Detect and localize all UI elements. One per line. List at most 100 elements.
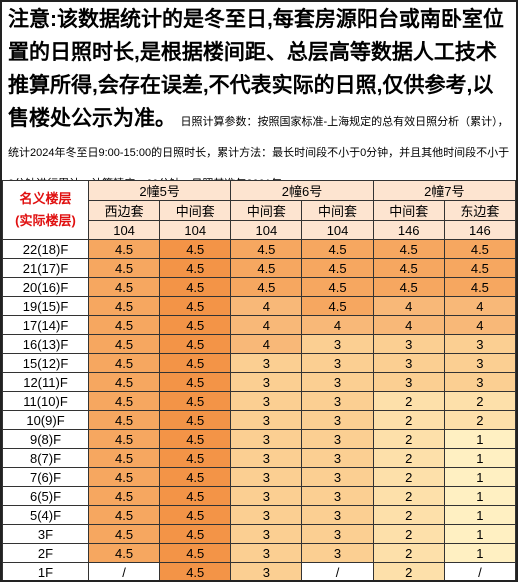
sunlight-hours: 3 xyxy=(230,353,303,373)
sunlight-hours: 3 xyxy=(301,372,374,392)
sunlight-hours: 3 xyxy=(230,429,303,449)
sunlight-hours: 4.5 xyxy=(87,429,161,449)
sunlight-hours: 4.5 xyxy=(87,543,161,563)
sunlight-hours: 2 xyxy=(443,410,516,430)
data-row: 7(6)F 4.5 4.5 3 3 2 1 xyxy=(2,467,516,487)
corner-line: 名义楼层 xyxy=(19,191,72,206)
corner-header: 名义楼层 (实际楼层) xyxy=(2,180,89,240)
floor-label: 5(4)F xyxy=(2,505,89,525)
table-body: 22(18)F 4.5 4.5 4.5 4.5 4.5 4.5 21(17)F 4.5 4.5 4.… xyxy=(2,239,516,580)
floor-label: 2F xyxy=(2,543,89,563)
sunlight-hours: 4 xyxy=(230,296,303,316)
data-row: 22(18)F 4.5 4.5 4.5 4.5 4.5 4.5 xyxy=(2,239,516,259)
data-row: 16(13)F 4.5 4.5 4 3 3 3 xyxy=(2,334,516,354)
data-row: 8(7)F 4.5 4.5 3 3 2 1 xyxy=(2,448,516,468)
sunlight-hours: 2 xyxy=(443,391,516,411)
data-row: 2F 4.5 4.5 3 3 2 1 xyxy=(2,543,516,563)
sunlight-hours: 4.5 xyxy=(87,296,161,316)
sunlight-hours: 4.5 xyxy=(159,334,232,354)
sunlight-hours: 4 xyxy=(230,315,303,335)
unit-area: 104 xyxy=(159,220,232,240)
sunlight-hours: 2 xyxy=(372,543,445,563)
floor-label: 21(17)F xyxy=(2,258,89,278)
floor-label: 7(6)F xyxy=(2,467,89,487)
data-row: 5(4)F 4.5 4.5 3 3 2 1 xyxy=(2,505,516,525)
sunlight-hours: 1 xyxy=(443,429,516,449)
sunlight-hours: 3 xyxy=(443,334,516,354)
sunlight-hours: 3 xyxy=(301,353,374,373)
floor-label: 12(11)F xyxy=(2,372,89,392)
sunlight-hours: 3 xyxy=(230,448,303,468)
data-row: 12(11)F 4.5 4.5 3 3 3 3 xyxy=(2,372,516,392)
data-row: 6(5)F 4.5 4.5 3 3 2 1 xyxy=(2,486,516,506)
sunlight-hours: 2 xyxy=(372,562,445,580)
unit-type: 西边套 xyxy=(87,200,161,221)
sunlight-hours: 3 xyxy=(372,353,445,373)
sunlight-hours: 3 xyxy=(230,410,303,430)
sunlight-hours: 4 xyxy=(301,315,374,335)
unit-type: 中间套 xyxy=(159,200,232,221)
sunlight-hours: 3 xyxy=(372,334,445,354)
floor-label: 22(18)F xyxy=(2,239,89,259)
sunlight-hours: 4.5 xyxy=(159,258,232,278)
sunlight-hours: 4.5 xyxy=(87,372,161,392)
table-header: 名义楼层 (实际楼层) 2幢5号 2幢6号 2幢7号 西边套 中间套 中间套 中间套 中间套 东边套… xyxy=(2,180,516,240)
floor-label: 20(16)F xyxy=(2,277,89,297)
sunlight-hours: 2 xyxy=(372,448,445,468)
sunlight-hours: 4.5 xyxy=(87,334,161,354)
sunlight-hours: 4 xyxy=(230,334,303,354)
sunlight-hours: 2 xyxy=(372,505,445,525)
sunlight-hours: 4.5 xyxy=(159,239,232,259)
floor-label: 3F xyxy=(2,524,89,544)
sunlight-hours: 3 xyxy=(230,372,303,392)
sunlight-hours: / xyxy=(87,562,161,580)
sunlight-hours: 4.5 xyxy=(372,258,445,278)
sunlight-hours: 4.5 xyxy=(87,258,161,278)
sunlight-hours: 3 xyxy=(301,543,374,563)
sunlight-hours: 3 xyxy=(230,562,303,580)
sunlight-hours: 4 xyxy=(443,296,516,316)
data-row: 3F 4.5 4.5 3 3 2 1 xyxy=(2,524,516,544)
unit-area: 104 xyxy=(87,220,161,240)
sunlight-hours: 1 xyxy=(443,505,516,525)
sunlight-hours: 4.5 xyxy=(87,391,161,411)
sunlight-hours: 2 xyxy=(372,486,445,506)
floor-label: 8(7)F xyxy=(2,448,89,468)
sunlight-hours: 1 xyxy=(443,467,516,487)
sunlight-hours: 4.5 xyxy=(159,391,232,411)
sunlight-hours: 4.5 xyxy=(159,372,232,392)
sunlight-hours: 3 xyxy=(372,372,445,392)
sunlight-hours: 4.5 xyxy=(87,524,161,544)
sunlight-hours: 4.5 xyxy=(301,239,374,259)
floor-label: 15(12)F xyxy=(2,353,89,373)
sunlight-hours: 4.5 xyxy=(159,524,232,544)
sunlight-hours: 4.5 xyxy=(159,353,232,373)
sunlight-hours: 3 xyxy=(443,372,516,392)
sunlight-hours: 4.5 xyxy=(443,277,516,297)
sunlight-hours: 3 xyxy=(301,410,374,430)
sunlight-hours: 3 xyxy=(301,467,374,487)
sunlight-hours: 4 xyxy=(443,315,516,335)
sunlight-hours: 4.5 xyxy=(159,277,232,297)
sunlight-hours: 4.5 xyxy=(87,486,161,506)
building-header: 2幢7号 xyxy=(372,180,516,201)
sunlight-hours: 4.5 xyxy=(372,277,445,297)
sunlight-hours: 1 xyxy=(443,448,516,468)
notice: 注意:该数据统计的是冬至日,每套房源阳台或南卧室位置的日照时长,是根据楼间距、总… xyxy=(2,2,516,180)
sunlight-hours: 4.5 xyxy=(230,239,303,259)
data-row: 10(9)F 4.5 4.5 3 3 2 2 xyxy=(2,410,516,430)
sunlight-hours: 4.5 xyxy=(159,543,232,563)
unit-type: 中间套 xyxy=(372,200,445,221)
data-row: 20(16)F 4.5 4.5 4.5 4.5 4.5 4.5 xyxy=(2,277,516,297)
sunlight-hours: 2 xyxy=(372,467,445,487)
sunlight-hours: 4.5 xyxy=(443,258,516,278)
sunlight-hours: 3 xyxy=(230,467,303,487)
data-row: 9(8)F 4.5 4.5 3 3 2 1 xyxy=(2,429,516,449)
sunlight-hours: 4.5 xyxy=(159,486,232,506)
notice-text: 注意:该数据统计的是冬至日,每套房源阳台或南卧室位置的日照时长,是根据楼间距、总… xyxy=(8,8,504,130)
sunlight-hours: 4.5 xyxy=(372,239,445,259)
unit-area: 146 xyxy=(372,220,445,240)
sunlight-hours: 1 xyxy=(443,543,516,563)
floor-label: 16(13)F xyxy=(2,334,89,354)
sunlight-hours: 3 xyxy=(301,391,374,411)
